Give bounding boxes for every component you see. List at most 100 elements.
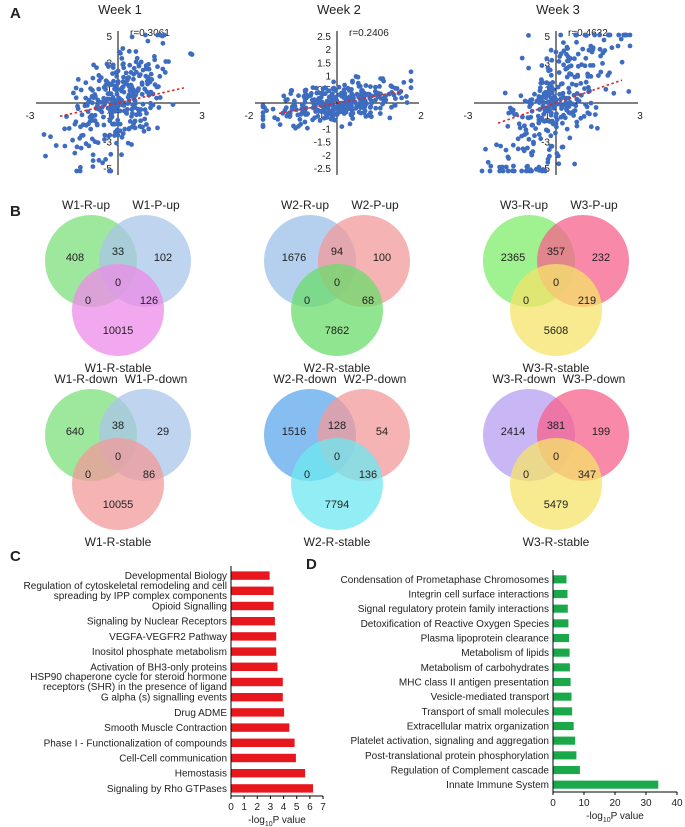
scatter-point (126, 48, 132, 54)
scatter-point (517, 125, 523, 131)
scatter-point (565, 58, 570, 64)
scatter-week-1: Week 1r=0.3061-33531-1-3-5 (26, 2, 205, 175)
scatter-point (505, 123, 511, 129)
scatter-point (380, 101, 385, 107)
scatter-point (567, 135, 573, 141)
venn-count-ac: 0 (85, 469, 91, 481)
scatter-point (611, 90, 617, 96)
correlation-value: r=0.2406 (349, 28, 389, 39)
scatter-point (498, 143, 503, 149)
venn-count-bc: 136 (359, 469, 377, 481)
scatter-point (545, 160, 551, 165)
scatter-point (152, 54, 157, 59)
scatter-point (302, 119, 308, 125)
scatter-point (312, 115, 317, 121)
scatter-point (142, 116, 148, 122)
scatter-point (560, 90, 566, 96)
x-tick-label: 7 (320, 802, 326, 813)
scatter-point (540, 99, 546, 105)
scatter-point (119, 102, 125, 108)
scatter-point (588, 100, 594, 106)
venn-diagram-2: W2-R-up W2-P-up W2-R-stable 1676 94 100 0 0 68 78… (264, 198, 410, 375)
scatter-point (75, 77, 81, 82)
scatter-point (302, 100, 308, 105)
scatter-point (575, 98, 581, 104)
bar (231, 723, 290, 732)
scatter-point (561, 48, 567, 54)
scatter-point (131, 76, 136, 82)
scatter-point (596, 73, 601, 78)
scatter-point (170, 102, 176, 107)
scatter-point (347, 121, 353, 127)
scatter-point (569, 81, 575, 87)
bar (553, 780, 659, 789)
scatter-point (558, 32, 564, 38)
scatter-point (529, 122, 535, 128)
venn-count-ac: 0 (523, 295, 529, 307)
scatter-point (627, 43, 633, 49)
scatter-point (598, 69, 604, 75)
scatter-point (156, 105, 162, 110)
category-label: Developmental Biology (125, 571, 227, 582)
y-tick-label: 3 (106, 58, 112, 69)
scatter-point (90, 158, 96, 164)
scatter-point (377, 111, 383, 116)
scatter-point (119, 152, 124, 158)
scatter-point (367, 105, 373, 110)
scatter-point (605, 73, 611, 78)
venn-count-c-only: 7794 (325, 499, 349, 511)
scatter-point (117, 108, 123, 114)
bar (231, 571, 270, 580)
scatter-point (75, 103, 80, 109)
scatter-point (518, 93, 524, 99)
venn-diagram-1: W1-R-up W1-P-up W1-R-stable 408 33 102 0 0 126 10… (45, 198, 191, 375)
scatter-point (588, 74, 594, 79)
scatter-point (582, 63, 588, 69)
scatter-point (526, 99, 532, 105)
scatter-point (138, 107, 144, 112)
scatter-point (314, 100, 320, 106)
scatter-point (564, 65, 570, 71)
scatter-point (373, 105, 379, 111)
scatter-point (83, 95, 89, 101)
venn-label-bottom: W1-R-stable (85, 535, 152, 549)
scatter-point (70, 137, 75, 143)
scatter-point (86, 121, 91, 127)
scatter-point (102, 98, 107, 103)
scatter-point (536, 94, 542, 99)
scatter-point (590, 63, 596, 68)
scatter-point (96, 86, 102, 92)
scatter-point (114, 74, 120, 79)
scatter-point (545, 109, 550, 114)
category-label: Post-translational protein phosphorylati… (365, 751, 549, 762)
scatter-point (583, 79, 589, 85)
scatter-point (564, 51, 569, 57)
category-label: Regulation of cytoskeletal remodeling an… (24, 581, 227, 602)
trend-line (278, 90, 404, 115)
scatter-point (71, 90, 76, 96)
scatter-point (148, 105, 153, 111)
bar (553, 575, 567, 584)
scatter-point (107, 132, 113, 138)
scatter-point (95, 97, 101, 103)
scatter-point (83, 141, 89, 147)
scatter-point (320, 91, 326, 97)
scatter-point (556, 161, 562, 167)
venn-count-abc: 0 (115, 277, 121, 289)
bar (553, 663, 570, 672)
scatter-point (143, 32, 148, 38)
scatter-point (112, 86, 117, 92)
scatter-point (100, 160, 105, 166)
scatter-point (102, 132, 108, 138)
scatter-point (113, 108, 119, 114)
scatter-point (548, 133, 554, 139)
venn-label-top-left: W2-R-up (281, 198, 329, 212)
scatter-point (43, 153, 48, 159)
scatter-point (349, 100, 355, 106)
scatter-point (588, 124, 594, 130)
scatter-point (483, 146, 488, 152)
scatter-point (260, 122, 266, 128)
scatter-point (109, 114, 115, 120)
venn-count-a-only: 1516 (282, 426, 306, 438)
scatter-point (592, 32, 597, 38)
